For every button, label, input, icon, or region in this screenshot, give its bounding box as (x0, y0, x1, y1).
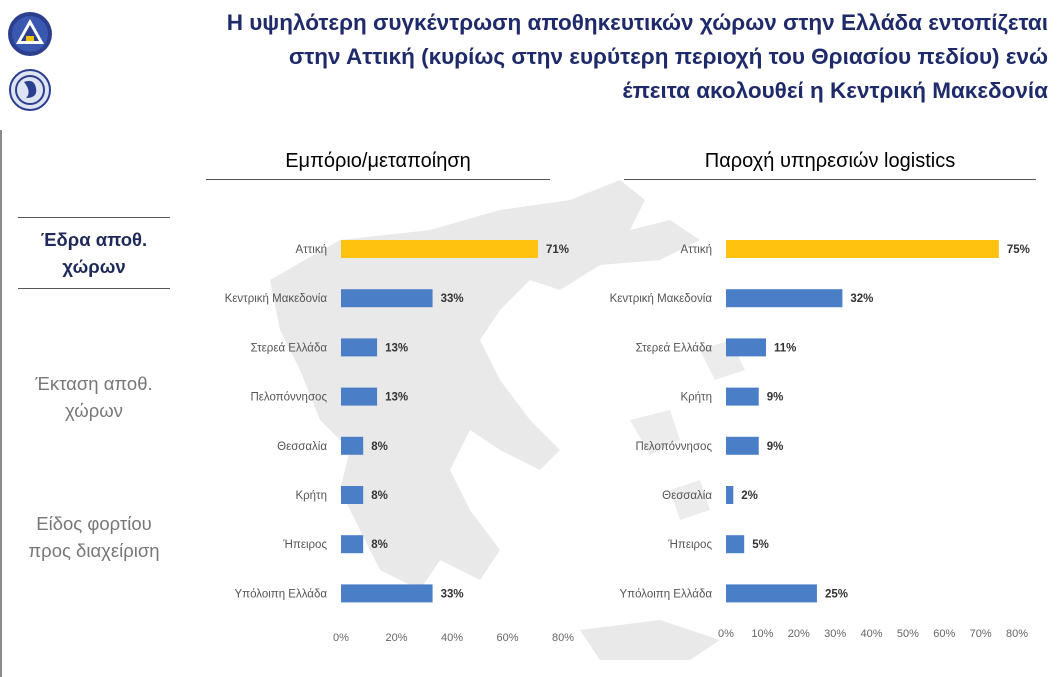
bar (341, 486, 364, 504)
chart-2-title: Παροχή υπηρεσιών logistics (624, 150, 1036, 180)
category-label: Θεσσαλία (662, 490, 712, 502)
bar (726, 535, 745, 554)
category-label: Θεσσαλία (277, 441, 327, 453)
x-tick-label: 0% (333, 632, 349, 644)
bar (341, 387, 378, 406)
category-label: Αττική (296, 244, 327, 256)
page-title: Η υψηλότερη συγκέντρωση αποθηκευτικών χώ… (80, 6, 1048, 108)
bar (341, 584, 433, 603)
sidebar-item-storage-seat[interactable]: Έδρα αποθ. χώρων (18, 217, 170, 289)
title-line-2: στην Αττική (κυρίως στην ευρύτερη περιοχ… (288, 44, 1048, 69)
bar (341, 436, 364, 455)
x-tick-label: 80% (552, 632, 574, 644)
value-label: 13% (385, 342, 408, 354)
x-tick-label: 80% (1006, 628, 1028, 640)
bar (726, 289, 843, 308)
x-tick-label: 60% (496, 632, 518, 644)
value-label: 5% (752, 539, 769, 551)
value-label: 2% (741, 490, 758, 502)
value-label: 11% (774, 342, 796, 354)
value-label: 13% (385, 392, 408, 404)
x-tick-label: 0% (718, 628, 734, 640)
category-label: Υπόλοιπη Ελλάδα (234, 588, 327, 600)
title-line-3: έπειτα ακολουθεί η Κεντρική Μακεδονία (622, 78, 1048, 103)
category-label: Κρήτη (680, 392, 712, 404)
bar (726, 436, 759, 455)
sidebar-item-storage-area[interactable]: Έκταση αποθ. χώρων (35, 373, 153, 421)
emblem-logo-icon (9, 69, 51, 111)
category-label: Πελοπόννησος (635, 441, 712, 453)
institute-logo-icon (8, 12, 52, 56)
bar (341, 289, 433, 308)
bar (341, 240, 539, 258)
category-label: Κεντρική Μακεδονία (225, 293, 328, 305)
chart-1-title: Εμπόριο/μεταποίηση (206, 150, 550, 180)
value-label: 33% (441, 588, 464, 600)
bar (341, 535, 364, 554)
left-border (0, 130, 2, 677)
value-label: 25% (825, 588, 848, 600)
category-label: Ήπειρος (282, 539, 327, 551)
category-label: Υπόλοιπη Ελλάδα (619, 588, 712, 600)
value-label: 71% (546, 244, 569, 256)
value-label: 75% (1007, 244, 1030, 256)
category-label: Στερεά Ελλάδα (251, 342, 328, 354)
category-label: Κεντρική Μακεδονία (610, 293, 713, 305)
bar (726, 338, 767, 357)
bar (726, 584, 817, 603)
bar (341, 338, 378, 357)
x-tick-label: 60% (933, 628, 955, 640)
x-tick-label: 40% (860, 628, 882, 640)
bar (726, 387, 759, 406)
value-label: 32% (850, 293, 873, 305)
x-tick-label: 40% (441, 632, 463, 644)
x-tick-label: 20% (385, 632, 407, 644)
x-tick-label: 10% (751, 628, 773, 640)
value-label: 8% (371, 490, 388, 502)
x-tick-label: 30% (824, 628, 846, 640)
sidebar-item-cargo-type[interactable]: Είδος φορτίου προς διαχείριση (28, 513, 160, 561)
value-label: 9% (767, 392, 784, 404)
category-label: Αττική (681, 244, 712, 256)
value-label: 33% (441, 293, 464, 305)
title-line-1: Η υψηλότερη συγκέντρωση αποθηκευτικών χώ… (226, 10, 1048, 35)
category-label: Κρήτη (295, 490, 327, 502)
category-label: Πελοπόννησος (250, 392, 327, 404)
x-tick-label: 50% (897, 628, 919, 640)
value-label: 8% (371, 539, 388, 551)
value-label: 8% (371, 441, 388, 453)
bar (726, 486, 734, 504)
bar (726, 240, 999, 258)
x-tick-label: 20% (788, 628, 810, 640)
value-label: 9% (767, 441, 784, 453)
category-label: Στερεά Ελλάδα (636, 342, 713, 354)
x-tick-label: 70% (970, 628, 992, 640)
category-label: Ήπειρος (667, 539, 712, 551)
